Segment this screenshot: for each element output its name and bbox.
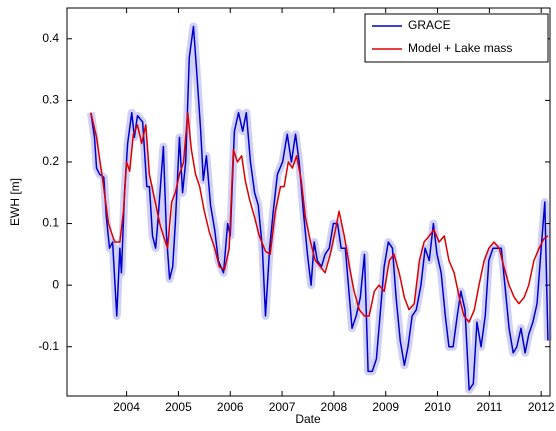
x-tick-label: 2006 xyxy=(217,400,244,414)
legend-label: GRACE xyxy=(408,18,451,32)
y-axis-label: EWH [m] xyxy=(8,178,22,226)
legend-label: Model + Lake mass xyxy=(408,41,512,55)
y-tick-label: -0.1 xyxy=(38,339,59,353)
x-tick-label: 2008 xyxy=(321,400,348,414)
series-line xyxy=(90,111,549,323)
y-tick-label: 0.1 xyxy=(42,216,59,230)
y-tick-label: 0.4 xyxy=(42,31,59,45)
x-tick-label: 2011 xyxy=(476,400,502,414)
x-tick-label: 2010 xyxy=(424,400,451,414)
y-tick-label: 0.3 xyxy=(42,93,59,107)
legend-box xyxy=(364,13,549,63)
plot-area xyxy=(66,7,551,397)
x-tick-label: 2005 xyxy=(165,400,192,414)
series-line xyxy=(90,25,549,391)
y-tick-label: 0.2 xyxy=(42,154,59,168)
y-tick-label: 0 xyxy=(52,277,59,291)
x-tick-label: 2004 xyxy=(113,400,140,414)
x-tick-label: 2007 xyxy=(269,400,296,414)
x-tick-label: 2012 xyxy=(528,400,555,414)
x-axis-label: Date xyxy=(295,412,321,426)
x-tick-label: 2009 xyxy=(372,400,399,414)
